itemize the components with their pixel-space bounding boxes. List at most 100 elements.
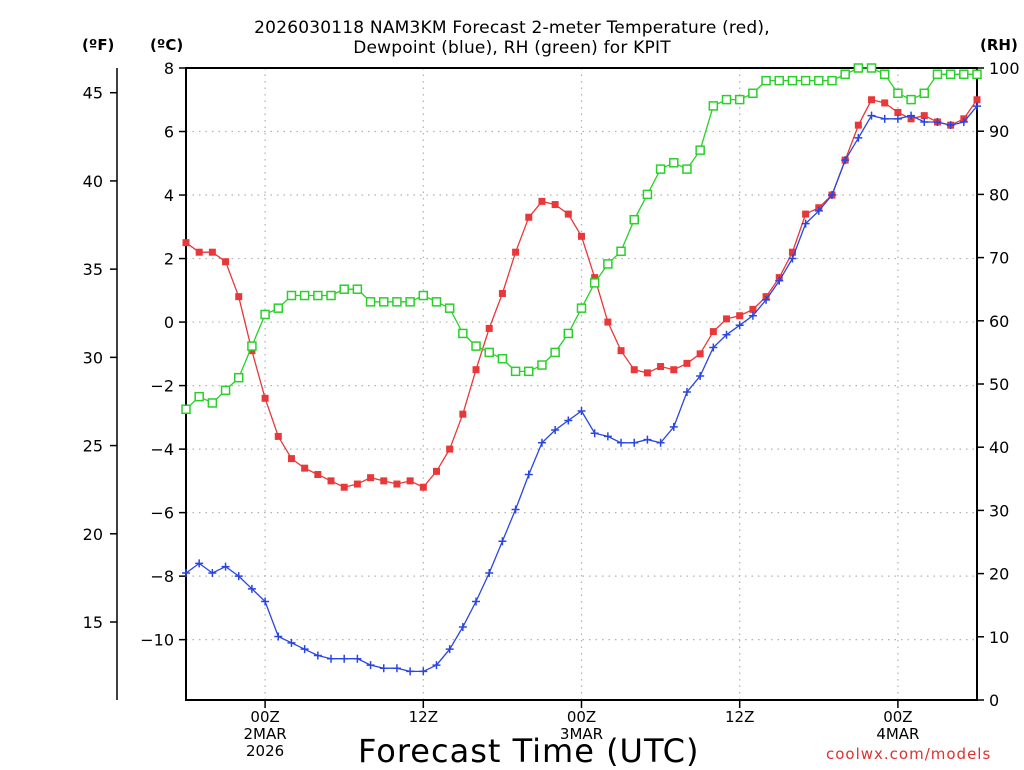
x-tick-label: 00Z [883, 708, 912, 726]
credit-label: coolwx.com/models [826, 745, 992, 763]
dewpoint-point [406, 667, 415, 676]
rh-point [299, 290, 310, 301]
dewpoint-point [419, 667, 428, 676]
dewpoint-point [182, 568, 190, 577]
rh-point [959, 69, 969, 80]
dewpoint-point [880, 114, 889, 123]
rh-point [471, 341, 481, 351]
temperature-point [578, 232, 585, 240]
temperature-point [301, 464, 309, 472]
dewpoint-point [379, 664, 388, 673]
dewpoint-point [762, 295, 771, 304]
chart-subtitle: Dewpoint (blue), RH (green) for KPIT [353, 38, 671, 58]
fahrenheit-tick-label: 25 [83, 437, 103, 456]
rh-point [616, 246, 626, 257]
dewpoint-point [537, 438, 546, 447]
rh-point [919, 88, 930, 99]
dewpoint-point [854, 133, 863, 142]
dewpoint-point [643, 435, 652, 444]
temperature-point [208, 248, 216, 256]
rh-tick-label: 40 [989, 438, 1009, 457]
dewpoint-point [735, 321, 744, 330]
temperature-point [432, 467, 440, 475]
temperature-point [222, 258, 230, 266]
celsius-tick-label: −4 [150, 440, 174, 459]
rh-point [220, 385, 231, 396]
dewpoint-point [247, 584, 256, 593]
dewpoint-point [788, 254, 797, 263]
rh-point [669, 158, 679, 168]
rh-point [497, 353, 508, 364]
rh-unit-label: (RH) [980, 36, 1018, 54]
temperature-point [353, 480, 361, 488]
rh-point [682, 164, 692, 174]
temperature-point [683, 359, 691, 367]
rh-point [853, 63, 864, 73]
fahrenheit-tick-label: 30 [83, 348, 103, 367]
temperature-point [723, 315, 731, 323]
rh-point [194, 391, 204, 402]
dewpoint-point [208, 568, 217, 577]
rh-point [655, 164, 666, 174]
rh-point [576, 303, 587, 313]
temperature-point [696, 350, 704, 358]
rh-point [458, 328, 468, 339]
rh-point [774, 75, 784, 86]
x-tick-label: 00Z [250, 708, 279, 726]
dewpoint-point [564, 416, 573, 425]
dewpoint-point [867, 111, 876, 120]
chart-title: 2026030118 NAM3KM Forecast 2-meter Tempe… [254, 18, 770, 38]
rh-point [893, 88, 903, 99]
rh-point [787, 75, 798, 86]
temperature-point [920, 112, 928, 120]
dewpoint-point [392, 664, 401, 673]
rh-point [827, 75, 837, 86]
celsius-tick-label: −8 [150, 567, 174, 586]
x-tick-label: 12Z [725, 708, 754, 726]
temperature-point [195, 248, 203, 256]
rh-point [392, 297, 402, 307]
rh-point [906, 94, 916, 105]
temperature-point [564, 210, 572, 218]
rh-point [866, 63, 877, 73]
dewpoint-point [511, 505, 520, 514]
rh-point [247, 341, 257, 351]
celsius-tick-label: 6 [164, 123, 174, 142]
dewpoint-point [195, 559, 204, 568]
rh-point [814, 75, 824, 86]
dewpoint-point [524, 470, 533, 479]
dewpoint-point [617, 438, 626, 447]
rh-point [603, 259, 613, 269]
temperature-point [894, 108, 902, 116]
dewpoint-point [274, 632, 283, 641]
rh-point [418, 290, 429, 301]
rh-point [379, 297, 389, 307]
dewpoint-point [722, 330, 731, 339]
rh-point [734, 94, 745, 105]
fahrenheit-unit-label: (ºF) [82, 36, 115, 54]
rh-point [339, 284, 349, 294]
rh-point [945, 69, 956, 80]
rh-point [233, 372, 244, 383]
dewpoint-point [959, 117, 968, 126]
rh-point [840, 69, 850, 80]
rh-point [563, 328, 574, 339]
rh-tick-label: 30 [989, 501, 1009, 520]
temperature-point [802, 210, 810, 218]
dewpoint-point [458, 622, 467, 631]
temperature-point [512, 248, 520, 256]
dewpoint-point [801, 219, 810, 228]
rh-tick-label: 10 [989, 628, 1009, 647]
temperature-point [380, 477, 388, 485]
dewpoint-point [827, 191, 836, 200]
fahrenheit-tick-label: 45 [83, 84, 103, 103]
rh-tick-label: 80 [989, 185, 1009, 204]
rh-point [510, 366, 521, 377]
rh-point [537, 360, 547, 370]
temperature-point [854, 121, 862, 129]
dewpoint-point [366, 661, 375, 670]
x-tick-label: 00Z [567, 708, 596, 726]
rh-tick-label: 50 [989, 375, 1009, 394]
temperature-point [973, 96, 981, 104]
